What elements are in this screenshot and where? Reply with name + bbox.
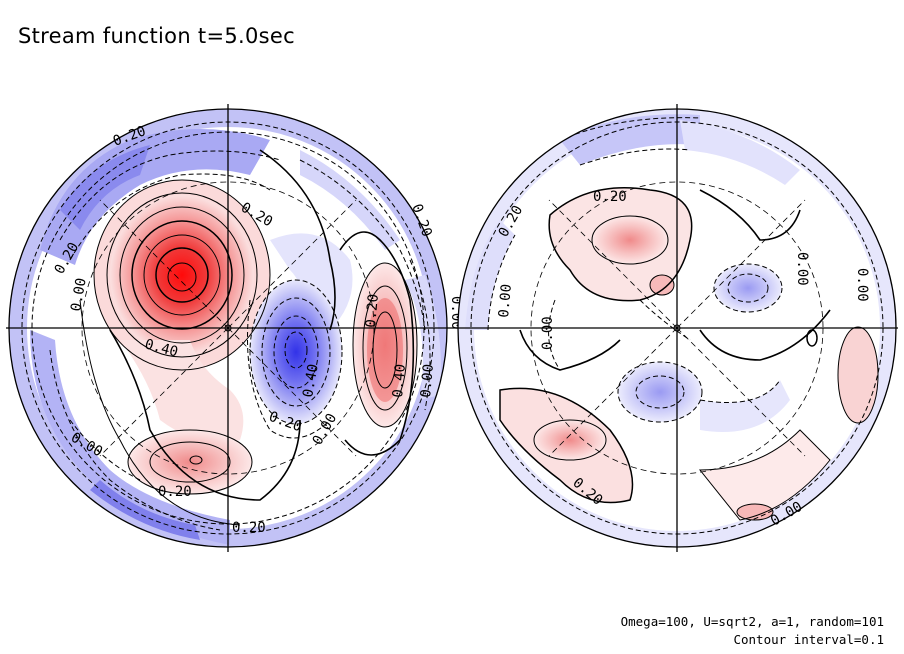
contour-label: 0.00 [68,277,90,313]
contour-label: 0.00 [496,283,515,318]
figure-title: Stream function t=5.0sec [18,24,295,48]
contour-label: 0.00 [418,363,437,398]
contour-label: 0.00 [540,316,556,350]
contour-interval-note: Contour interval=0.1 [733,632,884,647]
contour-label: 0.40 [390,363,409,398]
contour-label: 0.00 [794,252,810,286]
contour-label: 0.20 [158,484,192,500]
contour-label: 0.20 [232,520,266,536]
parameter-note: Omega=100, U=sqrt2, a=1, random=101 [620,614,884,629]
contour-label: 0.20 [593,189,627,205]
right-pole-marker [673,324,681,332]
contour-label: 0.40 [300,363,322,399]
contour-label: 0.20 [363,293,382,328]
contour-label: 0.00 [854,268,870,302]
left-pole-marker [224,324,232,332]
